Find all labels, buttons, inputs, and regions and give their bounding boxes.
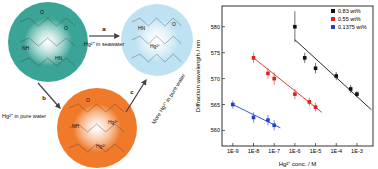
data-point xyxy=(272,123,276,127)
x-tick-label: 1E-5 xyxy=(310,148,322,154)
data-point xyxy=(349,87,353,91)
hydrogel-panel xyxy=(57,88,137,168)
y-tick-label: 575 xyxy=(211,50,220,56)
data-point xyxy=(252,116,256,120)
figure: O NH HN O Hg²⁺ HN O O NH Hg²⁺ Hg²⁺ a Hg²⁺ in seawate… xyxy=(0,0,378,169)
arrow-label: a xyxy=(102,26,106,32)
legend-label: 0.83 wt% xyxy=(338,8,361,14)
process-arrow xyxy=(126,80,146,112)
y-axis-label: Diffraction wavelength / nm xyxy=(195,40,201,112)
plot-frame xyxy=(222,6,373,146)
data-point xyxy=(266,118,270,122)
chem-label: Hg²⁺ xyxy=(96,143,106,149)
chem-label: O xyxy=(172,21,176,27)
y-tick-label: 565 xyxy=(211,102,220,108)
polymer-chain xyxy=(20,18,75,66)
hydrogel-panel xyxy=(8,2,88,82)
fit-line xyxy=(295,40,372,110)
data-point xyxy=(293,25,297,29)
legend-marker xyxy=(331,17,335,21)
x-tick xyxy=(294,143,295,146)
y-tick-label: 560 xyxy=(211,127,220,133)
process-arrow xyxy=(38,83,60,108)
legend-label: 0.55 wt% xyxy=(338,16,361,22)
x-tick-label: 1E-7 xyxy=(268,148,280,154)
chem-label: NH xyxy=(22,45,30,51)
legend-marker xyxy=(331,25,335,29)
arrow-label: b xyxy=(42,95,46,101)
data-point xyxy=(231,103,235,107)
arrow-text: More Hg²⁺ in pure water xyxy=(150,73,186,126)
data-point xyxy=(308,100,312,104)
x-tick-label: 1E-4 xyxy=(330,148,342,154)
y-tick xyxy=(222,26,225,27)
x-tick xyxy=(356,143,357,146)
data-point xyxy=(266,72,270,76)
fit-line xyxy=(253,58,321,112)
data-point xyxy=(252,56,256,60)
arrow-label: c xyxy=(130,89,134,95)
x-tick-label: 1E-6 xyxy=(289,148,301,154)
y-tick-label: 570 xyxy=(211,76,220,82)
chem-label: Hg²⁺ xyxy=(150,43,160,49)
x-tick-label: 1E-8 xyxy=(248,148,260,154)
y-tick xyxy=(222,130,225,131)
data-point xyxy=(334,74,338,78)
x-tick xyxy=(253,143,254,146)
process-arrow xyxy=(89,35,119,36)
x-tick xyxy=(232,143,233,146)
data-point xyxy=(272,77,276,81)
arrow-text: Hg²⁺ in pure water xyxy=(2,113,46,119)
legend-label: 0.1375 wt% xyxy=(338,24,367,30)
hydrogel-panel xyxy=(121,4,193,76)
polymer-chain xyxy=(69,104,124,152)
chem-label: O xyxy=(86,97,90,103)
data-point xyxy=(293,92,297,96)
data-point xyxy=(314,105,318,109)
fit-line xyxy=(233,105,281,128)
chem-label: NH xyxy=(72,123,80,129)
x-tick-label: 1E-9 xyxy=(227,148,239,154)
chem-label: O xyxy=(64,25,68,31)
data-point xyxy=(314,66,318,70)
plot-area xyxy=(231,11,371,130)
polymer-chain xyxy=(132,18,182,62)
x-tick xyxy=(315,143,316,146)
y-tick-label: 580 xyxy=(211,24,220,30)
x-tick xyxy=(274,143,275,146)
chem-label: O xyxy=(40,9,44,15)
arrow-text: Hg²⁺ in seawater xyxy=(84,41,125,47)
y-tick xyxy=(222,52,225,53)
legend-marker xyxy=(331,9,335,13)
chem-label: HN xyxy=(55,55,63,61)
x-tick xyxy=(336,143,337,146)
chem-label: HN xyxy=(138,25,146,31)
x-axis-label: Hg²⁺ conc. / M xyxy=(279,161,317,167)
y-tick xyxy=(222,78,225,79)
data-point xyxy=(355,92,359,96)
chem-label: Hg²⁺ xyxy=(108,119,118,125)
x-tick-label: 1E-3 xyxy=(351,148,363,154)
data-point xyxy=(303,56,307,60)
y-tick xyxy=(222,104,225,105)
